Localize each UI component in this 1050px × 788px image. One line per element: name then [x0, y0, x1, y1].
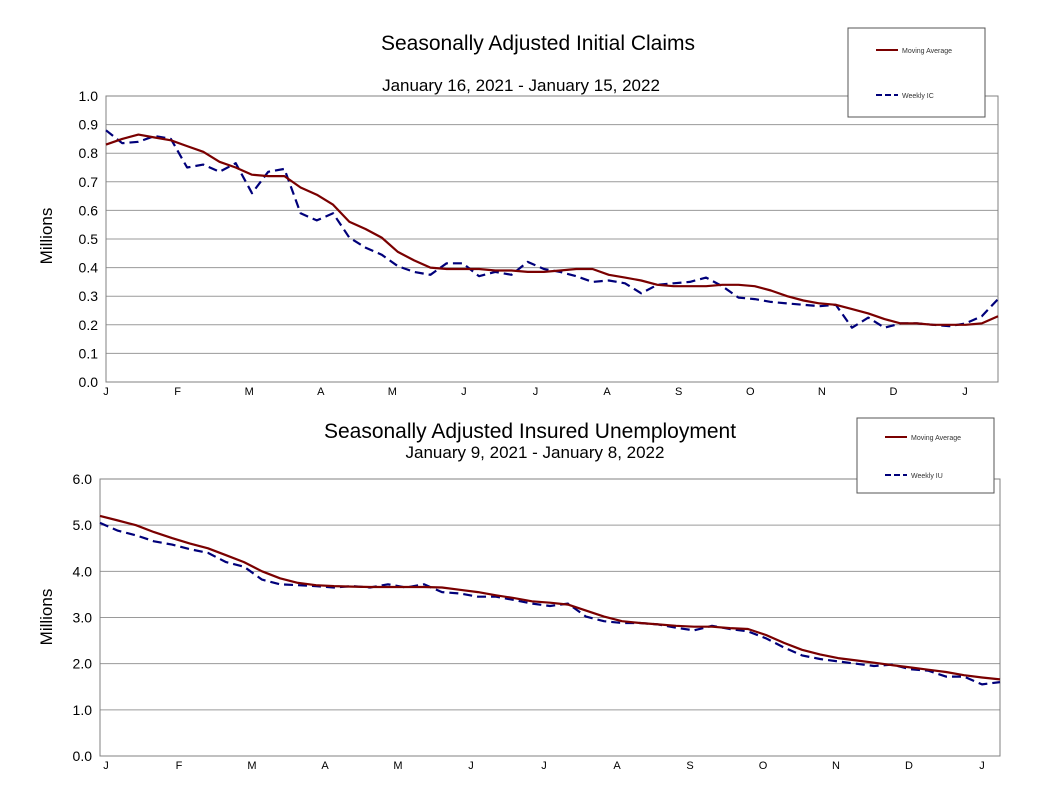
chart1-legend-weekly-label: Weekly IC — [902, 93, 934, 100]
chart2-x-tick-label: M — [247, 760, 256, 772]
chart2-y-tick-label: 4.0 — [73, 563, 93, 579]
chart1-x-tick-label: A — [603, 386, 611, 398]
chart1-y-tick-label: 0.7 — [79, 174, 99, 190]
chart1-x-tick-label: J — [533, 386, 539, 398]
chart1-x-tick-label: S — [675, 386, 682, 398]
chart2-y-tick-label: 5.0 — [73, 517, 93, 533]
chart2-x-tick-label: O — [759, 760, 768, 772]
chart1-x-tick-label: J — [461, 386, 467, 398]
chart1-y-tick-label: 0.6 — [79, 202, 99, 218]
chart2-y-tick-label: 6.0 — [73, 471, 93, 487]
chart2-x-tick-label: J — [979, 760, 985, 772]
chart2-plot-frame — [99, 478, 1001, 757]
chart2-x-tick-label: A — [613, 760, 621, 772]
chart2-x-tick-label: J — [468, 760, 474, 772]
chart1-legend-box — [847, 27, 986, 118]
chart1-y-tick-label: 0.0 — [79, 374, 99, 390]
chart2-moving-average-series-line — [99, 514, 1001, 681]
chart2-subtitle: January 9, 2021 - January 8, 2022 — [406, 443, 665, 462]
chart2-legend: Moving Average Weekly IU — [856, 417, 995, 494]
chart1-gridlines — [106, 95, 998, 383]
chart1-weekly-series-line — [105, 129, 999, 329]
insured-unemployment-chart: Seasonally Adjusted Insured Unemployment… — [37, 417, 1001, 772]
chart2-gridlines — [100, 478, 1000, 757]
chart2-x-tick-label: N — [832, 760, 840, 772]
chart2-title: Seasonally Adjusted Insured Unemployment — [324, 420, 736, 443]
initial-claims-chart: Seasonally Adjusted Initial Claims Janua… — [37, 27, 999, 398]
chart1-legend-ma-label: Moving Average — [902, 48, 952, 55]
chart1-x-tick-label: M — [245, 386, 254, 398]
chart1-x-tick-label: J — [103, 386, 109, 398]
chart2-y-tick-label: 2.0 — [73, 656, 93, 672]
chart1-y-tick-label: 0.4 — [79, 260, 99, 276]
chart2-weekly-series-line — [99, 521, 1001, 686]
chart2-x-tick-label: M — [393, 760, 402, 772]
chart2-x-tick-label: F — [176, 760, 183, 772]
chart1-x-tick-label: O — [746, 386, 755, 398]
chart1-title: Seasonally Adjusted Initial Claims — [381, 32, 695, 55]
chart2-series — [99, 514, 1001, 686]
chart2-legend-box — [856, 417, 995, 494]
chart2-legend-weekly-label: Weekly IU — [911, 473, 943, 480]
chart1-moving-average-series-line — [105, 133, 999, 326]
chart2-y-tick-label: 0.0 — [73, 748, 93, 764]
chart1-plot-frame — [105, 95, 999, 383]
chart1-y-tick-label: 1.0 — [79, 88, 99, 104]
chart2-x-tick-label: S — [686, 760, 693, 772]
chart2-x-tick-label: J — [103, 760, 109, 772]
chart1-y-tick-label: 0.9 — [79, 117, 99, 133]
chart1-y-axis-label: Millions — [37, 208, 56, 265]
chart2-x-tick-label: D — [905, 760, 913, 772]
chart1-x-tick-label: N — [818, 386, 826, 398]
chart1-subtitle: January 16, 2021 - January 15, 2022 — [382, 76, 660, 95]
chart1-y-ticks: 0.0 0.1 0.2 0.3 0.4 0.5 0.6 0.7 0.8 0.9 1.0 — [79, 88, 99, 390]
chart1-x-tick-label: M — [388, 386, 397, 398]
chart2-y-axis-label: Millions — [37, 589, 56, 646]
chart2-legend-ma-label: Moving Average — [911, 435, 961, 442]
chart1-x-tick-label: J — [962, 386, 968, 398]
chart2-y-ticks: 0.0 1.0 2.0 3.0 4.0 5.0 6.0 — [73, 471, 93, 764]
chart1-x-tick-label: F — [174, 386, 181, 398]
chart1-x-tick-label: D — [889, 386, 897, 398]
chart2-y-tick-label: 1.0 — [73, 702, 93, 718]
chart2-x-tick-label: A — [321, 760, 329, 772]
chart1-y-tick-label: 0.2 — [79, 317, 99, 333]
chart2-y-tick-label: 3.0 — [73, 610, 93, 626]
chart1-x-tick-label: A — [317, 386, 325, 398]
chart2-x-tick-label: J — [541, 760, 547, 772]
chart1-legend: Moving Average Weekly IC — [847, 27, 986, 118]
chart1-y-tick-label: 0.5 — [79, 231, 99, 247]
chart1-y-tick-label: 0.8 — [79, 145, 99, 161]
chart1-y-tick-label: 0.1 — [79, 345, 99, 361]
chart1-series — [105, 129, 999, 329]
chart1-y-tick-label: 0.3 — [79, 288, 99, 304]
